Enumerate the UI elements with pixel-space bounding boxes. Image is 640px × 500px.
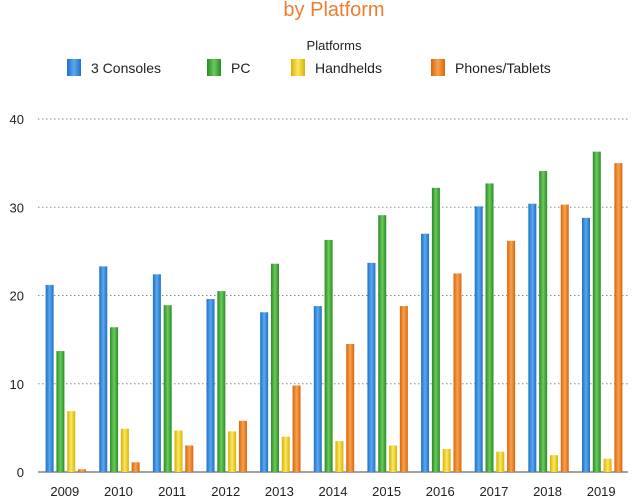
y-axis: 0 10 20 30 40 bbox=[10, 112, 24, 480]
x-tick-label: 2009 bbox=[50, 484, 79, 499]
bar-0-7 bbox=[421, 233, 430, 472]
bar-2-5 bbox=[335, 441, 344, 472]
bar-1-7 bbox=[431, 187, 440, 472]
bar-3-7 bbox=[453, 273, 462, 472]
bar-2-7 bbox=[442, 449, 451, 472]
bar-1-6 bbox=[378, 215, 387, 472]
legend-swatch-1 bbox=[207, 59, 221, 76]
bar-3-10 bbox=[614, 163, 623, 472]
bar-2-3 bbox=[228, 431, 237, 472]
bar-1-5 bbox=[324, 239, 333, 472]
bar-3-0 bbox=[78, 469, 87, 472]
bar-1-8 bbox=[485, 183, 494, 473]
x-tick-label: 2010 bbox=[104, 484, 133, 499]
bar-2-6 bbox=[389, 445, 398, 472]
bar-2-1 bbox=[120, 428, 129, 472]
bar-1-0 bbox=[56, 351, 65, 472]
bar-1-10 bbox=[592, 151, 601, 472]
y-tick-label: 10 bbox=[10, 377, 24, 392]
bar-2-4 bbox=[281, 436, 290, 472]
chart-title: by Platform bbox=[283, 0, 384, 21]
y-tick-label: 40 bbox=[10, 112, 24, 127]
bar-3-8 bbox=[507, 240, 516, 472]
x-tick-label: 2013 bbox=[265, 484, 294, 499]
bar-0-6 bbox=[367, 262, 376, 472]
legend-label-2: Handhelds bbox=[315, 60, 382, 76]
bar-1-3 bbox=[217, 291, 226, 472]
x-tick-label: 2011 bbox=[158, 484, 186, 499]
x-tick-label: 2012 bbox=[211, 484, 240, 499]
bar-0-2 bbox=[152, 274, 161, 472]
legend-title: Platforms bbox=[307, 38, 362, 53]
bar-3-6 bbox=[399, 306, 408, 472]
bars bbox=[45, 151, 623, 473]
bar-0-9 bbox=[528, 203, 537, 472]
bar-3-5 bbox=[346, 344, 355, 472]
bar-1-4 bbox=[270, 263, 279, 472]
legend-swatch-0 bbox=[67, 59, 81, 76]
bar-2-9 bbox=[549, 455, 558, 472]
bar-2-0 bbox=[67, 411, 76, 472]
bar-0-3 bbox=[206, 299, 215, 472]
legend-label-0: 3 Consoles bbox=[91, 60, 161, 76]
legend-label-3: Phones/Tablets bbox=[455, 60, 551, 76]
bar-3-2 bbox=[185, 445, 194, 472]
bar-3-9 bbox=[560, 204, 569, 473]
bar-0-10 bbox=[581, 217, 590, 472]
bar-3-3 bbox=[238, 420, 247, 472]
y-tick-label: 0 bbox=[17, 465, 24, 480]
bar-2-10 bbox=[603, 458, 612, 472]
bar-2-2 bbox=[174, 430, 183, 472]
bar-0-0 bbox=[45, 284, 54, 472]
legend-label-1: PC bbox=[231, 60, 250, 76]
x-tick-label: 2019 bbox=[587, 484, 616, 499]
y-tick-label: 20 bbox=[10, 289, 24, 304]
bar-3-4 bbox=[292, 385, 301, 472]
bar-0-1 bbox=[99, 266, 108, 472]
bar-1-2 bbox=[163, 305, 172, 472]
bar-0-5 bbox=[313, 306, 322, 472]
x-axis: 2009 2010 2011 2012 2013 2014 2015 2016 2017 2018… bbox=[50, 484, 615, 499]
x-tick-label: 2015 bbox=[372, 484, 401, 499]
x-tick-label: 2014 bbox=[319, 484, 348, 499]
legend-swatch-2 bbox=[291, 59, 305, 76]
bar-0-4 bbox=[260, 312, 269, 472]
bar-1-1 bbox=[110, 327, 119, 472]
legend-swatch-3 bbox=[431, 59, 445, 76]
x-tick-label: 2017 bbox=[479, 484, 508, 499]
bar-2-8 bbox=[496, 451, 505, 472]
x-tick-label: 2016 bbox=[426, 484, 455, 499]
y-tick-label: 30 bbox=[10, 200, 24, 215]
bar-3-1 bbox=[131, 462, 140, 472]
bar-0-8 bbox=[474, 206, 483, 472]
bar-1-9 bbox=[539, 171, 548, 472]
legend: 3 Consoles PC Handhelds Phones/Tablets bbox=[67, 59, 551, 76]
x-tick-label: 2018 bbox=[533, 484, 562, 499]
